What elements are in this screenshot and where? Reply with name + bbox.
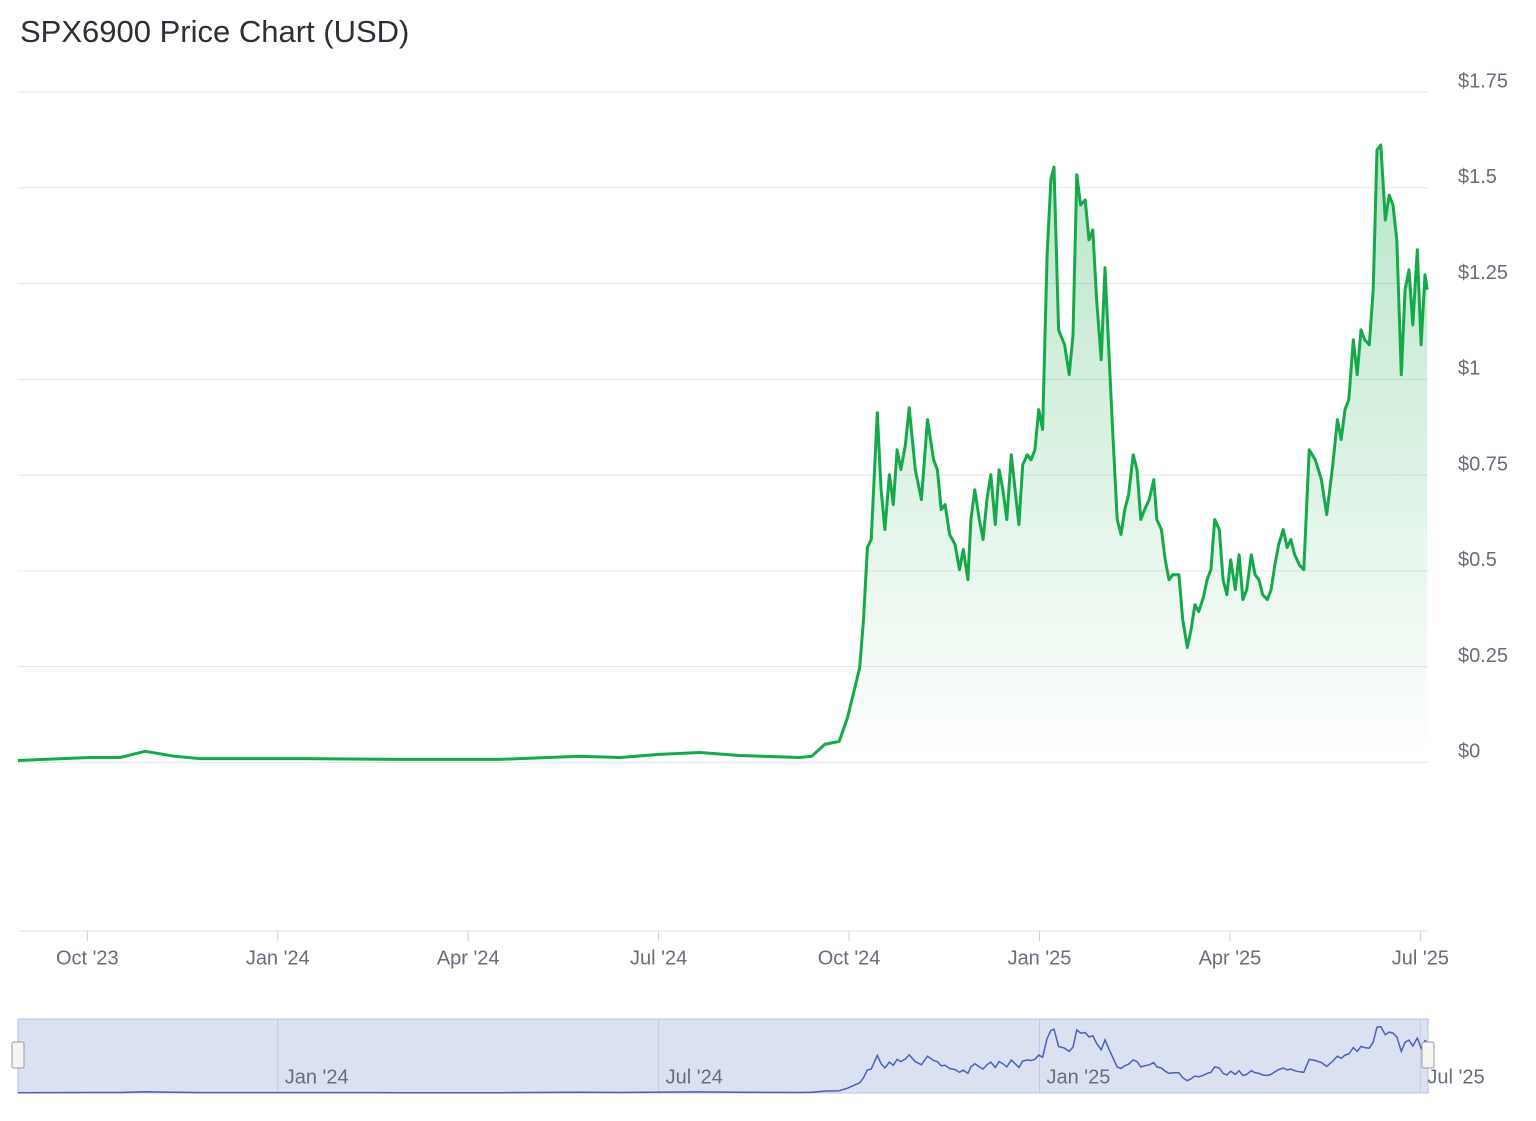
navigator-tick-label: Jan '25: [1047, 1066, 1111, 1088]
x-tick-label: Jul '25: [1392, 947, 1449, 969]
navigator-handle[interactable]: [1421, 1041, 1435, 1069]
y-tick-label: $0.75: [1458, 453, 1508, 475]
y-tick-label: $0.5: [1458, 549, 1497, 571]
y-tick-label: $1.25: [1458, 262, 1508, 284]
navigator-line: [17, 1025, 1428, 1094]
y-tick-label: $0: [1458, 741, 1480, 763]
x-tick-label: Jan '24: [246, 947, 310, 969]
x-tick-label: Apr '24: [437, 947, 500, 969]
x-tick-label: Apr '25: [1199, 947, 1262, 969]
x-tick-label: Jul '24: [630, 947, 687, 969]
navigator: Jan '24 Jul '24 Jan '25 Jul '25: [17, 1019, 1485, 1094]
navigator-handle[interactable]: [11, 1041, 25, 1069]
x-tick-label: Oct '24: [818, 947, 881, 969]
x-tick-label: Oct '23: [56, 947, 119, 969]
navigator-tick-label: Jul '24: [666, 1066, 723, 1088]
chart-title: SPX6900 Price Chart (USD): [20, 14, 409, 49]
navigator-tick-label: Jul '25: [1427, 1066, 1484, 1088]
y-tick-label: $1.75: [1458, 70, 1508, 92]
y-tick-label: $0.25: [1458, 645, 1508, 667]
line: [17, 143, 1429, 762]
navigator-background: [17, 1018, 1429, 1094]
y-tick-label: $1: [1458, 358, 1480, 380]
x-tick-label: Jan '25: [1008, 947, 1072, 969]
y-tick-label: $1.5: [1458, 166, 1497, 188]
navigator-tick-label: Jan '24: [285, 1066, 349, 1088]
area: [18, 144, 1428, 763]
